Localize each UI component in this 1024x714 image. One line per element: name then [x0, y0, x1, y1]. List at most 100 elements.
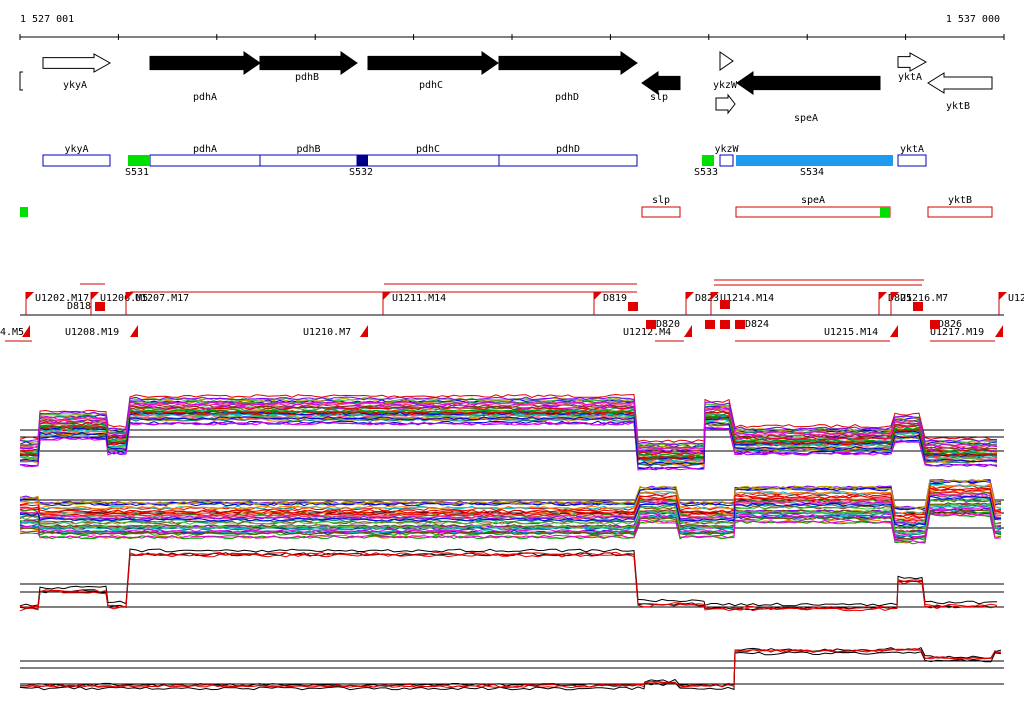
annotation-label: pdhA [193, 144, 217, 155]
gene-label: pdhB [295, 72, 319, 83]
expression-trace [19, 502, 1002, 533]
transcript-flag [91, 292, 99, 300]
expression-trace [19, 404, 998, 454]
expression-trace [19, 401, 998, 451]
transcript-block [705, 320, 715, 329]
gene-arrow [715, 93, 736, 115]
expression-trace [19, 421, 998, 471]
gene-arrow [736, 71, 881, 95]
annotation-box [498, 154, 638, 167]
reverse-label: slp [652, 195, 670, 206]
site-box [20, 207, 28, 217]
site-box [880, 207, 890, 217]
transcript-label: U1215.M14 [824, 327, 878, 338]
transcript-label: U1208.M19 [65, 327, 119, 338]
transcript-label: D819 [603, 293, 627, 304]
transcript-flag [594, 292, 602, 300]
gene-arrow [367, 51, 499, 75]
expression-trace [19, 483, 1002, 515]
transcript-flag [891, 292, 899, 300]
reverse-box [641, 206, 681, 218]
annotation-label: pdhC [416, 144, 440, 155]
transcript-block [95, 302, 105, 311]
annotation-box [42, 154, 111, 167]
transcript-label: U12 [1008, 293, 1024, 304]
bracket [19, 71, 23, 91]
expression-trace [19, 411, 998, 461]
expression-trace [19, 487, 1002, 518]
gene-label: speA [794, 113, 818, 124]
gene-arrow [42, 53, 112, 73]
transcript-label: D823 [695, 293, 719, 304]
site-box [357, 155, 368, 166]
gene-label: ykzW [713, 80, 738, 91]
reverse-label: yktB [948, 195, 972, 206]
ruler-end: 1 537 000 [946, 14, 1000, 25]
expression-trace [19, 408, 998, 458]
expression-trace [19, 478, 1002, 510]
transcript-flag [22, 325, 30, 337]
transcript-label: D825 [888, 293, 912, 304]
gene-label: yktA [898, 72, 922, 83]
annotation-box [149, 154, 261, 167]
gene-arrow [897, 52, 928, 72]
expression-trace [19, 402, 998, 451]
gene-label: pdhD [555, 92, 579, 103]
gene-label: ykyA [63, 80, 87, 91]
transcript-flag [711, 292, 719, 300]
expression-trace [19, 491, 1002, 523]
expression-trace [19, 551, 998, 610]
expression-trace [19, 495, 1002, 527]
site-label: S531 [125, 167, 149, 178]
transcript-label: U1214.M14 [720, 293, 774, 304]
gene-label: slp [650, 92, 668, 103]
expression-trace [19, 406, 998, 456]
transcript-label: U1210.M7 [303, 327, 351, 338]
transcript-flag [126, 292, 134, 300]
expression-trace [19, 503, 1002, 534]
transcript-block [720, 320, 730, 329]
transcript-label: U1207.M17 [135, 293, 189, 304]
transcript-flag [360, 325, 368, 337]
transcript-label: U1217.M19 [930, 327, 984, 338]
transcript-block [628, 302, 638, 311]
expression-trace [19, 553, 998, 612]
expression-trace [19, 504, 1002, 535]
gene-label: yktB [946, 101, 970, 112]
transcript-block [720, 300, 730, 309]
gene-arrow [641, 71, 681, 95]
transcript-flag [684, 325, 692, 337]
ruler-start: 1 527 001 [20, 14, 74, 25]
transcript-label: D818 [67, 301, 91, 312]
annotation-box [259, 154, 358, 167]
transcript-flag [26, 292, 34, 300]
expression-trace [19, 393, 997, 443]
expression-trace [19, 508, 1002, 539]
expression-trace [19, 651, 1002, 691]
gene-arrow [259, 51, 358, 75]
transcript-block [735, 320, 745, 329]
reverse-box [735, 206, 891, 218]
annotation-box [719, 154, 734, 167]
site-label: S533 [694, 167, 718, 178]
site-label: S532 [349, 167, 373, 178]
reverse-label: speA [801, 195, 825, 206]
transcript-flag [686, 292, 694, 300]
expression-trace [19, 648, 1002, 688]
expression-trace [19, 416, 998, 466]
expression-trace [19, 512, 1002, 544]
expression-trace [19, 410, 998, 459]
transcript-block [913, 302, 923, 311]
expression-trace [19, 548, 998, 607]
transcript-flag [999, 292, 1007, 300]
expression-trace [19, 509, 1002, 540]
annotation-label: ykzW [714, 144, 739, 155]
expression-trace [19, 491, 1002, 522]
gene-arrow [719, 51, 734, 71]
transcript-flag [995, 325, 1003, 337]
site-box [702, 155, 714, 166]
annotation-box [897, 154, 927, 167]
expression-trace [19, 484, 1002, 515]
annotation-label: pdhB [296, 144, 320, 155]
